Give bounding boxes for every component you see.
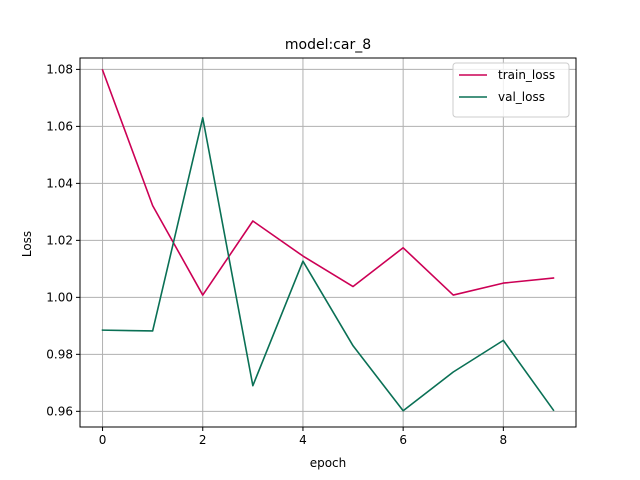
y-axis-label: Loss: [20, 231, 34, 257]
y-tick-label: 0.98: [46, 347, 73, 361]
y-tick-label: 1.04: [46, 176, 73, 190]
plot-frame: [79, 57, 577, 428]
legend: train_loss val_loss: [452, 62, 570, 118]
legend-label-val-loss: val_loss: [498, 90, 545, 104]
series-lines: [101, 68, 555, 412]
series-line-train-loss: [101, 68, 555, 296]
grid-lines: [80, 58, 576, 427]
y-tick-label: 1.02: [46, 233, 73, 247]
x-tick-label: 2: [199, 433, 207, 447]
axis-ticks: 0 2 4 6 8 0.96 0.98 1.00 1.02 1.04 1.06 1.08: [46, 62, 507, 447]
x-tick-label: 8: [500, 433, 508, 447]
chart-title: model:car_8: [285, 37, 371, 53]
x-tick-label: 0: [99, 433, 107, 447]
legend-box: [452, 62, 570, 118]
x-tick-label: 4: [299, 433, 307, 447]
x-axis-label: epoch: [310, 456, 347, 470]
y-tick-label: 0.96: [46, 404, 73, 418]
y-tick-label: 1.00: [46, 290, 73, 304]
legend-label-train-loss: train_loss: [498, 68, 555, 82]
series-line-val-loss: [101, 117, 555, 412]
y-tick-label: 1.06: [46, 119, 73, 133]
x-tick-label: 6: [399, 433, 407, 447]
y-tick-label: 1.08: [46, 62, 73, 76]
